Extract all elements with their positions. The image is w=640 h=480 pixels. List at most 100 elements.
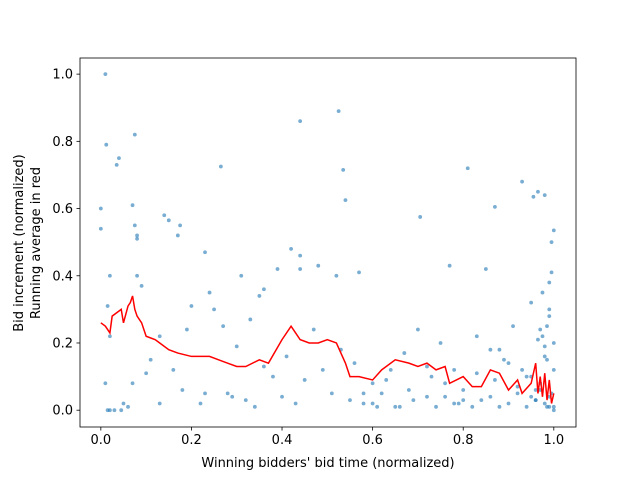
- scatter-point: [98, 206, 103, 211]
- scatter-point: [538, 327, 543, 332]
- x-tick-label: 1.0: [543, 433, 564, 448]
- scatter-point: [275, 267, 280, 271]
- scatter-point: [549, 240, 554, 245]
- scatter-point: [320, 367, 325, 372]
- y-tick-label: 1.0: [52, 68, 73, 83]
- scatter-point: [545, 357, 549, 362]
- scatter-point: [549, 270, 554, 275]
- scatter-point: [348, 398, 352, 403]
- scatter-point: [221, 324, 226, 329]
- scatter-point: [130, 203, 135, 208]
- scatter-point: [239, 273, 244, 278]
- scatter-point: [178, 223, 183, 228]
- y-tick-label: 0.6: [52, 202, 73, 217]
- scatter-point: [370, 381, 375, 386]
- scatter-point: [536, 189, 540, 194]
- scatter-point: [524, 374, 529, 379]
- scatter-point: [520, 179, 524, 184]
- scatter-point: [230, 394, 235, 399]
- scatter-point: [361, 401, 366, 406]
- scatter-point: [341, 168, 346, 172]
- scatter-point: [284, 354, 289, 359]
- y-axis-label: Bid increment (normalized): [12, 154, 27, 331]
- scatter-point: [542, 354, 547, 359]
- scatter-point: [531, 194, 536, 199]
- scatter-point: [379, 391, 384, 396]
- scatter-point: [483, 267, 488, 271]
- x-tick-label: 0.4: [272, 433, 293, 448]
- scatter-point: [302, 378, 307, 382]
- x-tick-label: 0.8: [453, 433, 474, 448]
- scatter-point: [375, 404, 380, 409]
- scatter-point: [180, 388, 185, 392]
- scatter-point: [402, 351, 407, 355]
- scatter-point: [334, 273, 339, 278]
- scatter-point: [545, 324, 549, 329]
- scatter-point: [218, 164, 223, 169]
- scatter-point: [533, 388, 538, 392]
- scatter-point: [393, 404, 398, 409]
- scatter-point: [248, 317, 253, 322]
- scatter-point: [114, 162, 119, 167]
- scatter-point: [551, 367, 556, 372]
- scatter-point: [370, 401, 375, 406]
- scatter-point: [547, 280, 552, 285]
- scatter-point: [162, 213, 167, 218]
- scatter-point: [479, 398, 484, 403]
- scatter-point: [397, 404, 402, 409]
- scatter-point: [551, 408, 556, 413]
- scatter-point: [107, 408, 112, 413]
- y-tick-label: 0.4: [52, 269, 73, 284]
- scatter-point: [542, 193, 547, 198]
- scatter-point: [515, 384, 520, 389]
- y-axis-label: Running average in red: [29, 167, 44, 319]
- scatter-point: [515, 391, 520, 396]
- scatter-point: [418, 215, 423, 219]
- scatter-point: [262, 287, 266, 292]
- scatter-point: [502, 357, 506, 362]
- scatter-point: [132, 132, 137, 137]
- scatter-point: [144, 371, 149, 376]
- scatter-point: [542, 401, 547, 406]
- scatter-point: [157, 401, 162, 406]
- y-tick-label: 0.8: [52, 135, 73, 150]
- scatter-point: [533, 398, 538, 403]
- scatter-point: [112, 408, 117, 413]
- scatter-point: [434, 404, 438, 409]
- scatter-point: [384, 378, 389, 382]
- scatter-point: [171, 367, 176, 372]
- scatter-point: [105, 304, 110, 308]
- running-average-line: [100, 295, 555, 404]
- scatter-point: [447, 263, 452, 268]
- scatter-point: [529, 394, 534, 399]
- scatter-point: [98, 226, 103, 231]
- x-tick-label: 0.2: [181, 433, 202, 448]
- scatter-point: [293, 401, 298, 406]
- scatter-point: [289, 246, 293, 251]
- scatter-point: [103, 72, 108, 77]
- scatter-point: [107, 334, 112, 339]
- scatter-point: [493, 378, 497, 382]
- scatter-point: [536, 337, 540, 342]
- scatter-point: [336, 109, 341, 113]
- scatter-point: [520, 367, 524, 372]
- scatter-point: [212, 307, 216, 312]
- scatter-point: [474, 334, 479, 339]
- scatter-point: [107, 273, 112, 278]
- scatter-point: [175, 233, 180, 238]
- scatter-point: [388, 367, 393, 372]
- scatter-point: [203, 250, 207, 255]
- scatter-point: [429, 374, 434, 379]
- scatter-point: [452, 367, 457, 372]
- scatter-point: [545, 404, 549, 409]
- y-tick-label: 0.2: [52, 336, 73, 351]
- scatter-point: [234, 344, 239, 349]
- scatter-point: [104, 142, 109, 147]
- scatter-point: [132, 223, 137, 228]
- scatter-point: [425, 394, 429, 399]
- scatter-point: [130, 381, 135, 386]
- scatter-point: [542, 344, 547, 349]
- scatter-point: [252, 404, 257, 409]
- x-tick-label: 0.6: [362, 433, 383, 448]
